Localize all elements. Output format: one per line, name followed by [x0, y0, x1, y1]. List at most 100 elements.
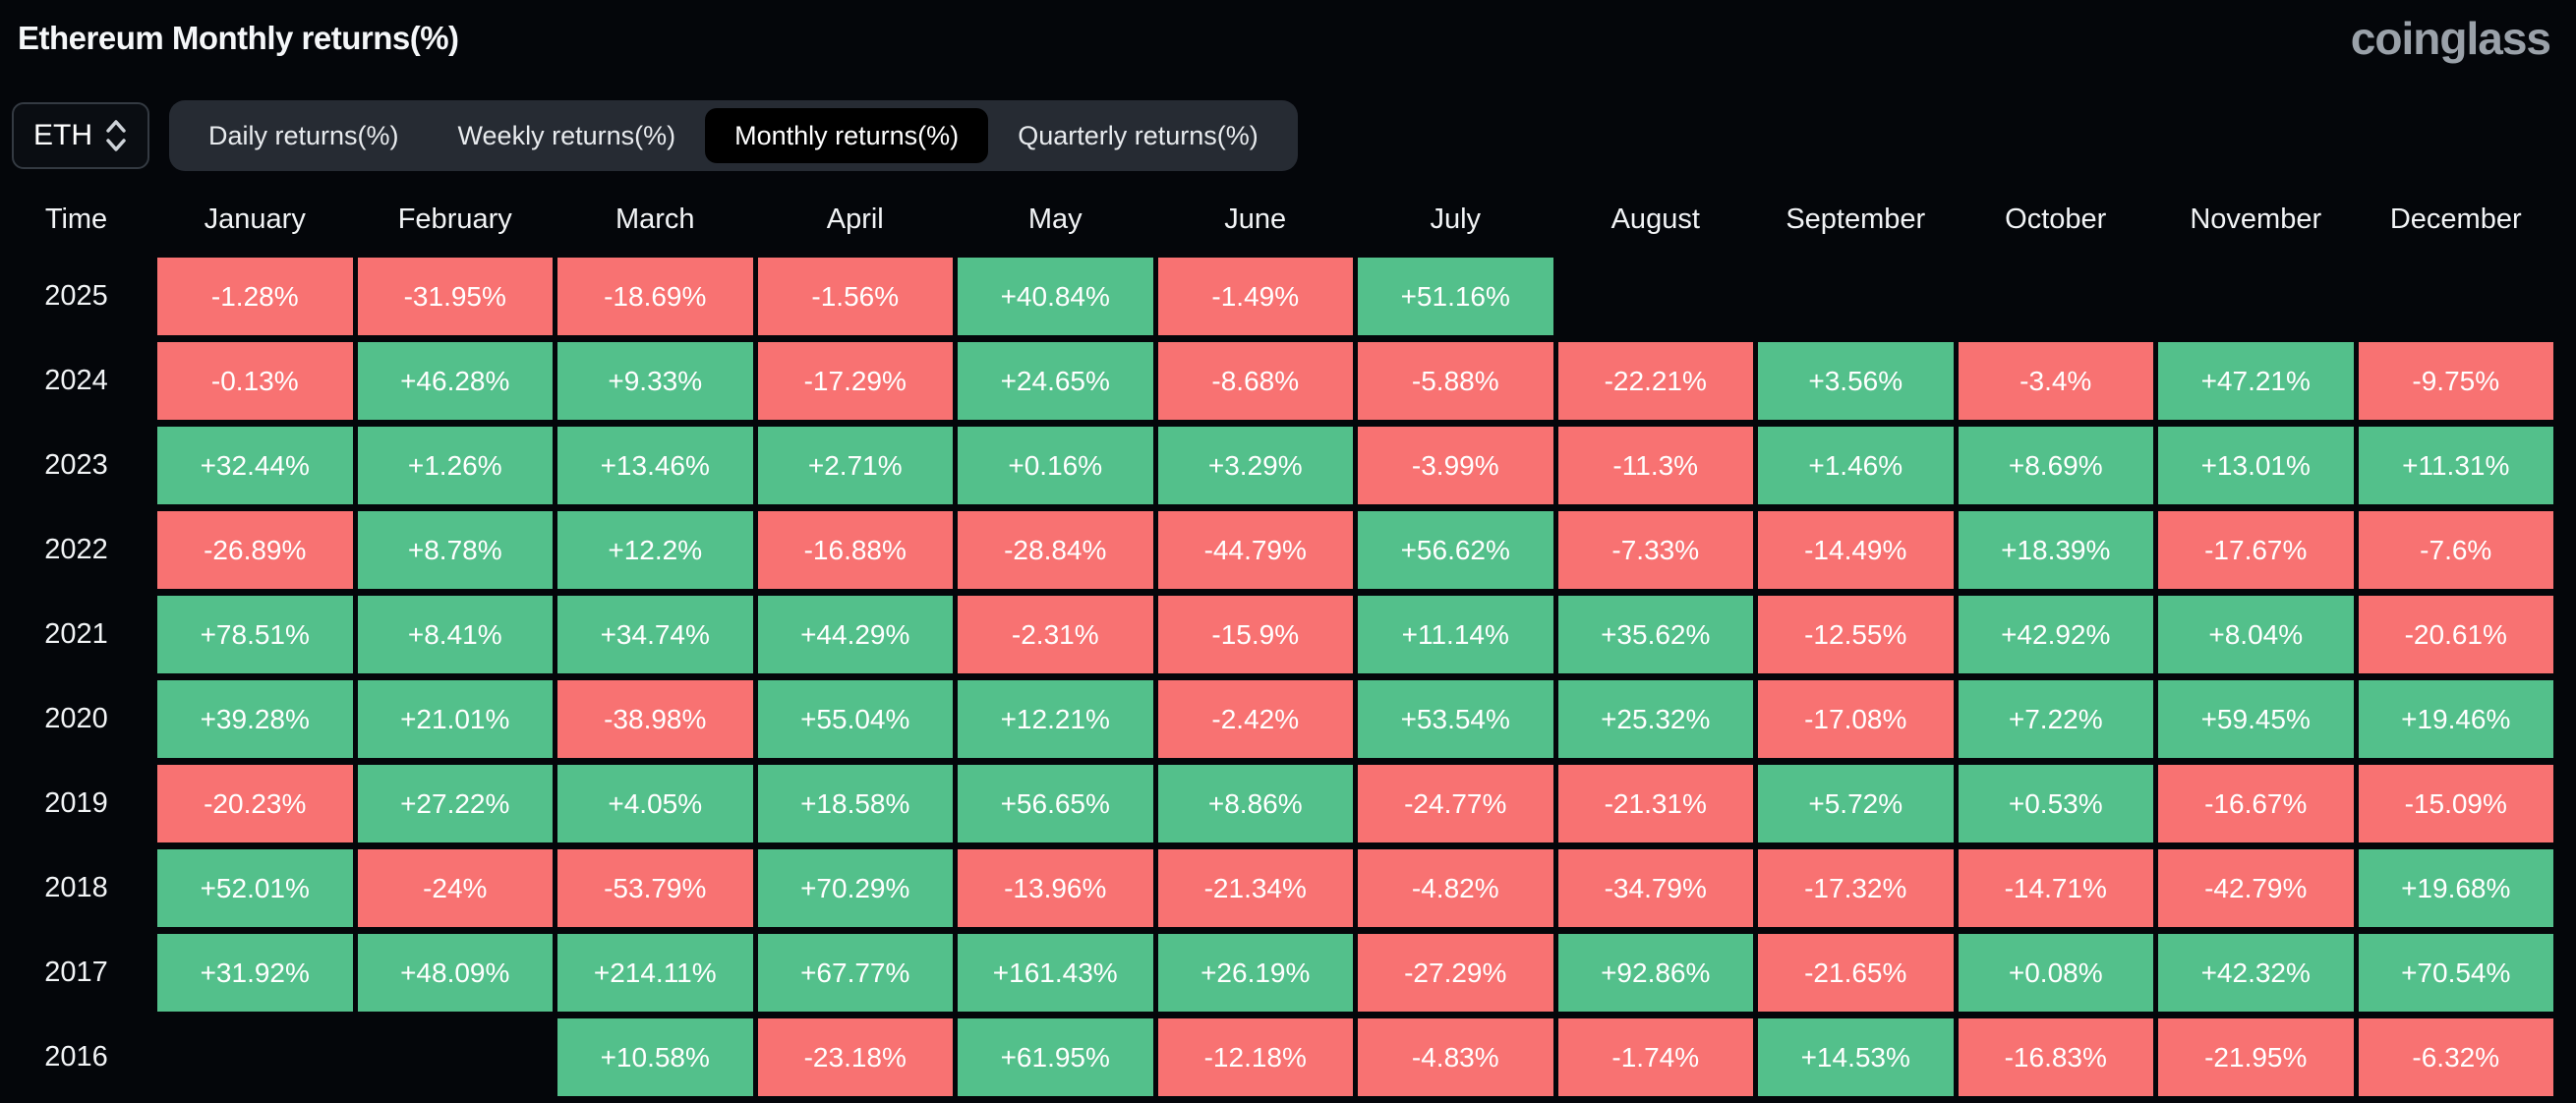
cell-2018-may: -13.96%: [958, 849, 1153, 927]
cell-2025-december-empty: [2359, 258, 2554, 335]
cell-2023-november: +13.01%: [2158, 427, 2354, 504]
cell-2021-november: +8.04%: [2158, 596, 2354, 673]
cell-2025-september-empty: [1758, 258, 1954, 335]
cell-2020-september: -17.08%: [1758, 680, 1954, 758]
cell-2017-march: +214.11%: [557, 934, 753, 1012]
cell-2024-october: -3.4%: [1958, 342, 2153, 420]
cell-2020-august: +25.32%: [1557, 680, 1753, 758]
cell-2021-may: -2.31%: [958, 596, 1153, 673]
row-label-2018: 2018: [44, 872, 108, 903]
cell-2022-january: -26.89%: [157, 511, 353, 589]
cell-2020-november: +59.45%: [2158, 680, 2354, 758]
cell-2022-november: -17.67%: [2158, 511, 2354, 589]
cell-2022-october: +18.39%: [1958, 511, 2153, 589]
cell-2017-august: +92.86%: [1557, 934, 1753, 1012]
cell-2020-may: +12.21%: [958, 680, 1153, 758]
row-label-2025: 2025: [44, 280, 108, 312]
row-label-2016: 2016: [44, 1041, 108, 1073]
column-header-november: November: [2190, 203, 2322, 235]
cell-2017-december: +70.54%: [2358, 934, 2553, 1012]
column-header-time: Time: [44, 203, 108, 235]
coinglass-logo[interactable]: coinglass: [2350, 13, 2551, 64]
column-header-december: December: [2389, 203, 2522, 235]
cell-2016-october: -16.83%: [1958, 1018, 2153, 1096]
tab-monthly-returns[interactable]: Monthly returns(%): [705, 108, 989, 163]
cell-2017-may: +161.43%: [958, 934, 1153, 1012]
cell-2020-march: -38.98%: [557, 680, 753, 758]
cell-2016-february-empty: [358, 1018, 554, 1096]
tab-daily-returns[interactable]: Daily returns(%): [179, 108, 429, 163]
cell-2021-january: +78.51%: [157, 596, 353, 673]
column-header-march: March: [615, 203, 695, 235]
cell-2024-august: -22.21%: [1557, 342, 1753, 420]
cell-2020-april: +55.04%: [757, 680, 953, 758]
cell-2020-february: +21.01%: [357, 680, 553, 758]
cell-2020-january: +39.28%: [157, 680, 353, 758]
cell-2016-august: -1.74%: [1557, 1018, 1753, 1096]
cell-2025-march: -18.69%: [557, 258, 753, 335]
column-header-september: September: [1786, 203, 1926, 235]
cell-2017-january: +31.92%: [157, 934, 353, 1012]
cell-2017-september: -21.65%: [1758, 934, 1954, 1012]
cell-2021-february: +8.41%: [357, 596, 553, 673]
returns-period-tabs: Daily returns(%) Weekly returns(%) Monthly…: [169, 100, 1298, 171]
cell-2021-july: +11.14%: [1358, 596, 1553, 673]
cell-2022-july: +56.62%: [1358, 511, 1553, 589]
cell-2023-february: +1.26%: [357, 427, 553, 504]
cell-2024-january: -0.13%: [157, 342, 353, 420]
cell-2018-june: -21.34%: [1157, 849, 1353, 927]
cell-2019-july: -24.77%: [1358, 765, 1553, 842]
column-header-february: February: [397, 203, 512, 235]
cell-2024-december: -9.75%: [2358, 342, 2553, 420]
cell-2020-december: +19.46%: [2358, 680, 2553, 758]
cell-2022-february: +8.78%: [357, 511, 553, 589]
cell-2023-july: -3.99%: [1358, 427, 1553, 504]
cell-2023-january: +32.44%: [157, 427, 353, 504]
cell-2025-august-empty: [1558, 258, 1754, 335]
cell-2021-september: -12.55%: [1758, 596, 1954, 673]
cell-2023-may: +0.16%: [958, 427, 1153, 504]
cell-2016-june: -12.18%: [1157, 1018, 1353, 1096]
row-label-2022: 2022: [44, 534, 108, 565]
cell-2023-september: +1.46%: [1758, 427, 1954, 504]
cell-2022-april: -16.88%: [757, 511, 953, 589]
cell-2023-december: +11.31%: [2358, 427, 2553, 504]
tab-quarterly-returns[interactable]: Quarterly returns(%): [988, 108, 1288, 163]
cell-2021-october: +42.92%: [1958, 596, 2153, 673]
cell-2024-july: -5.88%: [1358, 342, 1553, 420]
symbol-select[interactable]: ETH: [12, 102, 149, 169]
cell-2024-november: +47.21%: [2158, 342, 2354, 420]
cell-2022-june: -44.79%: [1157, 511, 1353, 589]
row-label-2017: 2017: [44, 957, 108, 988]
cell-2022-september: -14.49%: [1758, 511, 1954, 589]
column-header-january: January: [204, 203, 306, 235]
cell-2019-december: -15.09%: [2358, 765, 2553, 842]
cell-2025-april: -1.56%: [757, 258, 953, 335]
cell-2019-may: +56.65%: [958, 765, 1153, 842]
cell-2019-november: -16.67%: [2158, 765, 2354, 842]
column-header-april: April: [826, 203, 884, 235]
cell-2018-january: +52.01%: [157, 849, 353, 927]
cell-2024-march: +9.33%: [557, 342, 753, 420]
cell-2017-november: +42.32%: [2158, 934, 2354, 1012]
row-label-2024: 2024: [44, 365, 108, 396]
cell-2019-september: +5.72%: [1758, 765, 1954, 842]
cell-2016-april: -23.18%: [757, 1018, 953, 1096]
cell-2023-october: +8.69%: [1958, 427, 2153, 504]
column-header-may: May: [1027, 203, 1083, 235]
cell-2018-august: -34.79%: [1557, 849, 1753, 927]
cell-2020-july: +53.54%: [1358, 680, 1553, 758]
updown-chevron-icon: [104, 117, 128, 154]
column-header-june: June: [1224, 203, 1287, 235]
column-header-october: October: [2005, 203, 2107, 235]
cell-2021-june: -15.9%: [1157, 596, 1353, 673]
cell-2022-march: +12.2%: [557, 511, 753, 589]
cell-2025-october-empty: [1959, 258, 2154, 335]
cell-2018-september: -17.32%: [1758, 849, 1954, 927]
column-header-august: August: [1610, 203, 1700, 235]
cell-2024-june: -8.68%: [1157, 342, 1353, 420]
cell-2018-july: -4.82%: [1358, 849, 1553, 927]
tab-weekly-returns[interactable]: Weekly returns(%): [429, 108, 706, 163]
cell-2016-january-empty: [157, 1018, 353, 1096]
cell-2023-august: -11.3%: [1557, 427, 1753, 504]
